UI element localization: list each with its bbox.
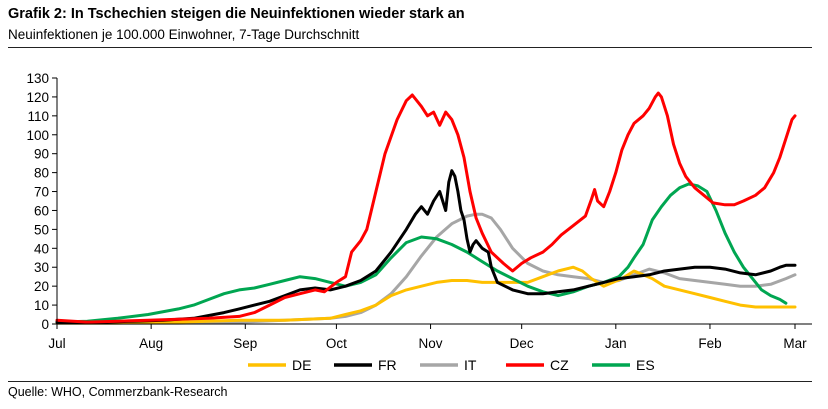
x-ticks: Jul Aug Sep Oct Nov Dec Jan Feb Mar	[48, 324, 807, 351]
x-tick-label: Jan	[605, 336, 627, 351]
series-layer	[55, 91, 797, 325]
x-tick-label: Sep	[233, 336, 257, 351]
y-tick-label: 110	[27, 109, 49, 124]
legend: DE FR IT CZ ES	[248, 357, 655, 373]
y-tick-label: 40	[34, 241, 49, 256]
x-tick-label: Nov	[419, 336, 443, 351]
y-tick-label: 130	[26, 71, 49, 86]
x-tick-label: Mar	[783, 336, 807, 351]
series-line-de	[55, 265, 797, 325]
chart-title: Grafik 2: In Tschechien steigen die Neui…	[8, 6, 465, 22]
x-tick-label: Feb	[698, 336, 721, 351]
legend-label-cz: CZ	[550, 357, 569, 373]
x-tick-label: Jul	[48, 336, 65, 351]
y-tick-label: 10	[34, 298, 49, 313]
y-tick-label: 0	[41, 317, 49, 332]
legend-label-it: IT	[464, 357, 477, 373]
y-tick-label: 50	[34, 222, 49, 237]
y-tick-label: 120	[26, 90, 49, 105]
y-ticks: 0 10 20 30 40 50 60 70 80 90 100 110 120 130	[26, 71, 57, 332]
y-tick-label: 20	[34, 279, 49, 294]
y-tick-label: 80	[34, 166, 49, 181]
series-line-es	[55, 182, 788, 324]
y-tick-label: 30	[34, 260, 49, 275]
chart-subtitle: Neuinfektionen je 100.000 Einwohner, 7-T…	[8, 27, 360, 42]
bottom-divider	[8, 381, 812, 382]
y-tick-label: 90	[34, 147, 49, 162]
y-tick-label: 100	[26, 128, 49, 143]
legend-label-fr: FR	[378, 357, 397, 373]
x-tick-label: Dec	[510, 336, 534, 351]
legend-label-de: DE	[292, 357, 311, 373]
series-line-fr	[55, 169, 797, 324]
y-tick-label: 70	[34, 185, 49, 200]
series-line-cz	[55, 91, 797, 324]
source-note: Quelle: WHO, Commerzbank-Research	[8, 385, 228, 399]
y-tick-label: 60	[34, 203, 49, 218]
legend-label-es: ES	[636, 357, 655, 373]
x-tick-label: Oct	[326, 336, 347, 351]
top-divider	[8, 47, 812, 48]
x-tick-label: Aug	[139, 336, 163, 351]
